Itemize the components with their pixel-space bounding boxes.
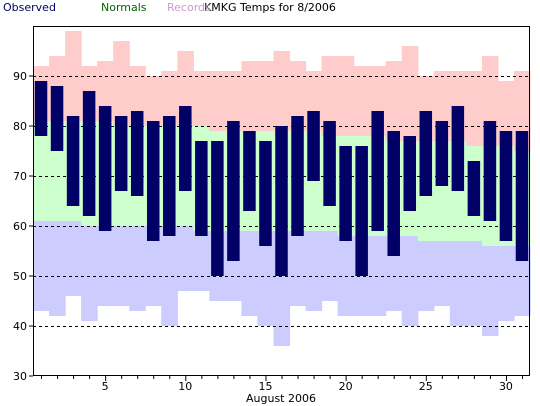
record-high-band bbox=[273, 51, 291, 131]
y-tick-label: 60 bbox=[13, 220, 27, 233]
observed-bar bbox=[515, 131, 529, 261]
plot-frame bbox=[33, 26, 530, 376]
observed-bar bbox=[275, 126, 288, 276]
observed-bar bbox=[307, 111, 320, 181]
observed-bar bbox=[419, 111, 433, 196]
y-tick-label: 40 bbox=[13, 320, 27, 333]
y-tick-label: 90 bbox=[13, 70, 27, 83]
x-tick-label: 10 bbox=[178, 380, 192, 393]
y-tick-label: 70 bbox=[13, 170, 27, 183]
observed-bar bbox=[50, 86, 64, 151]
observed-bar bbox=[339, 146, 352, 241]
observed-bar bbox=[179, 106, 192, 191]
record-high-band bbox=[225, 71, 243, 131]
record-low-band bbox=[241, 231, 259, 316]
record-low-band bbox=[433, 241, 451, 306]
observed-bar bbox=[483, 121, 497, 221]
record-low-band bbox=[145, 226, 162, 306]
x-axis-label: August 2006 bbox=[246, 392, 316, 405]
observed-bar bbox=[34, 81, 48, 136]
observed-bar bbox=[163, 116, 176, 236]
record-low-band bbox=[481, 246, 499, 336]
record-low-band bbox=[129, 226, 146, 311]
axes-layer: 30 40 50 60 70 80 90 5 10 15 20 25 30 bbox=[13, 26, 530, 393]
x-tick-label: 20 bbox=[339, 380, 353, 393]
observed-bar bbox=[499, 131, 513, 241]
record-high-band bbox=[337, 56, 355, 136]
record-high-band bbox=[257, 61, 275, 131]
record-high-band bbox=[65, 31, 82, 121]
record-low-band bbox=[81, 226, 98, 321]
record-low-band bbox=[465, 241, 483, 326]
record-low-band bbox=[417, 241, 435, 311]
record-low-band bbox=[193, 231, 210, 291]
record-high-band bbox=[385, 61, 403, 141]
observed-bar bbox=[403, 136, 417, 211]
observed-bar bbox=[211, 141, 224, 276]
y-tick-label: 80 bbox=[13, 120, 27, 133]
record-high-band bbox=[497, 81, 515, 146]
record-high-band bbox=[289, 61, 307, 131]
x-tick-label: 15 bbox=[258, 380, 272, 393]
observed-bar bbox=[291, 116, 304, 236]
record-high-band bbox=[465, 71, 483, 146]
record-low-band bbox=[113, 226, 130, 306]
observed-bar bbox=[82, 91, 96, 216]
record-high-band bbox=[145, 76, 162, 126]
record-high-band bbox=[353, 66, 371, 136]
record-low-band bbox=[305, 231, 323, 311]
observed-bar bbox=[227, 121, 240, 261]
observed-bars-layer bbox=[34, 81, 529, 276]
observed-bar bbox=[435, 121, 449, 186]
observed-bar bbox=[98, 106, 112, 231]
record-low-band bbox=[289, 231, 307, 306]
observed-bar bbox=[355, 146, 368, 276]
observed-bar bbox=[467, 161, 481, 216]
legend-records: Records bbox=[167, 1, 211, 14]
record-low-band bbox=[513, 246, 531, 316]
normal-band bbox=[33, 121, 50, 221]
legend-normals: Normals bbox=[101, 1, 147, 14]
y-tick-label: 30 bbox=[13, 370, 27, 383]
observed-bar bbox=[114, 116, 128, 191]
y-tick-label: 50 bbox=[13, 270, 27, 283]
chart-title: KMKG Temps for 8/2006 bbox=[204, 1, 336, 14]
record-high-band bbox=[113, 41, 130, 126]
record-low-band bbox=[33, 221, 50, 311]
record-high-band bbox=[401, 46, 419, 141]
record-low-band bbox=[321, 231, 339, 301]
record-high-band bbox=[193, 71, 210, 126]
record-low-band bbox=[257, 231, 275, 326]
observed-bar bbox=[371, 111, 384, 231]
observed-bar bbox=[451, 106, 465, 191]
record-low-band bbox=[97, 226, 114, 306]
legend-observed: Observed bbox=[3, 1, 56, 14]
observed-bar bbox=[146, 121, 160, 241]
record-low-band bbox=[497, 246, 515, 321]
observed-bar bbox=[243, 131, 256, 211]
observed-bar bbox=[387, 131, 400, 256]
record-low-band bbox=[65, 221, 82, 296]
observed-bar bbox=[130, 111, 144, 196]
record-low-band bbox=[449, 241, 467, 326]
record-low-band bbox=[49, 221, 66, 316]
x-tick-label: 5 bbox=[102, 380, 109, 393]
observed-bar bbox=[323, 121, 336, 206]
x-tick-label: 25 bbox=[419, 380, 433, 393]
record-low-band bbox=[161, 226, 178, 326]
x-tick-label: 30 bbox=[499, 380, 513, 393]
observed-bar bbox=[66, 116, 80, 206]
record-high-band bbox=[241, 61, 259, 131]
observed-bar bbox=[259, 141, 272, 246]
record-high-band bbox=[209, 71, 226, 131]
record-low-band bbox=[401, 236, 419, 326]
record-low-band bbox=[177, 226, 194, 291]
observed-bar bbox=[195, 141, 208, 236]
record-high-band bbox=[161, 71, 178, 126]
